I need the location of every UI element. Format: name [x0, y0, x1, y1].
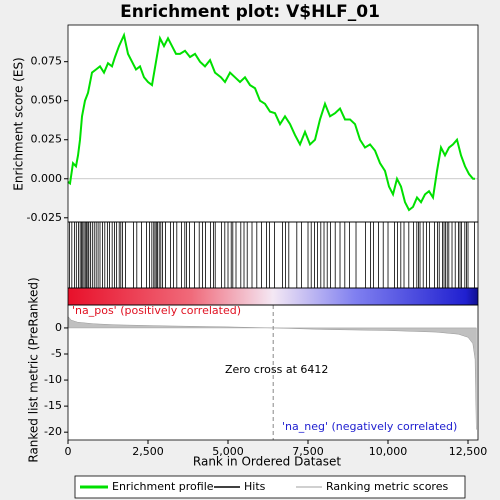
- pos-label: 'na_pos' (positively correlated): [72, 304, 241, 317]
- y2-tick-label: 0: [55, 321, 62, 334]
- y-tick-label: 0.050: [31, 94, 63, 107]
- legend-label: Ranking metric scores: [326, 480, 448, 493]
- x-tick-label: 5,000: [212, 445, 244, 458]
- zero-cross-label: Zero cross at 6412: [225, 363, 328, 376]
- y-tick-label: 0.000: [31, 172, 63, 185]
- panel-frame: [67, 304, 479, 441]
- x-axis-label: Rank in Ordered Dataset: [193, 455, 341, 469]
- enrichment-line: [67, 31, 476, 212]
- legend: [74, 475, 466, 499]
- y2-tick-label: -20: [44, 425, 62, 438]
- chart-title: Enrichment plot: V$HLF_01: [120, 2, 380, 22]
- y2-tick-label: -10: [44, 373, 62, 386]
- metric-area: [67, 315, 477, 430]
- color-bar: [68, 288, 478, 305]
- x-tick-label: 10,000: [369, 445, 408, 458]
- y2-tick-label: -5: [51, 347, 62, 360]
- neg-label: 'na_neg' (negatively correlated): [282, 420, 457, 433]
- x-tick-label: 7,500: [292, 445, 324, 458]
- legend-label: Hits: [244, 480, 266, 493]
- x-tick-label: 2,500: [132, 445, 164, 458]
- y-axis-label: Enrichment score (ES): [12, 57, 26, 190]
- x-tick-label: 0: [65, 445, 72, 458]
- y-tick-label: -0.025: [27, 211, 62, 224]
- y2-tick-label: -15: [44, 399, 62, 412]
- y-tick-label: 0.025: [31, 133, 63, 146]
- y2-axis-label: Ranked list metric (PreRanked): [27, 277, 41, 462]
- x-tick-label: 12,500: [449, 445, 488, 458]
- y-tick-label: 0.075: [31, 55, 63, 68]
- legend-label: Enrichment profile: [112, 480, 214, 493]
